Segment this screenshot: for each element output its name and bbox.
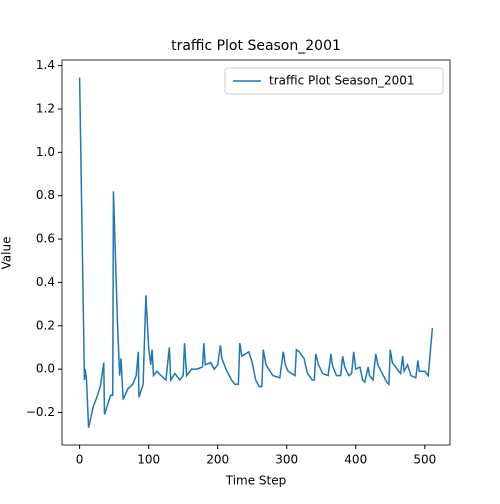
- y-tick-label: 0.0: [36, 362, 55, 376]
- x-tick-label: 100: [137, 453, 160, 467]
- y-tick-label: 0.4: [36, 275, 55, 289]
- x-tick-label: 300: [275, 453, 298, 467]
- legend-label: traffic Plot Season_2001: [269, 74, 415, 88]
- y-tick-label: 0.2: [36, 318, 55, 332]
- x-tick-label: 0: [76, 453, 84, 467]
- x-tick-label: 200: [206, 453, 229, 467]
- legend-box: [224, 67, 444, 95]
- chart-title: traffic Plot Season_2001: [171, 38, 341, 54]
- x-tick-label: 500: [413, 453, 436, 467]
- y-tick-label: 0.6: [36, 232, 55, 246]
- y-tick-label: 1.2: [36, 101, 55, 115]
- y-tick-label: 1.0: [36, 145, 55, 159]
- x-axis-label: Time Step: [225, 474, 287, 488]
- x-tick-label: 400: [344, 453, 367, 467]
- y-tick-label: −0.2: [26, 405, 55, 419]
- plot-frame: [61, 59, 451, 446]
- y-tick-label: 0.8: [36, 188, 55, 202]
- y-tick-label: 1.4: [36, 58, 55, 72]
- y-axis-label: Value: [0, 237, 14, 270]
- line-series: [78, 77, 434, 428]
